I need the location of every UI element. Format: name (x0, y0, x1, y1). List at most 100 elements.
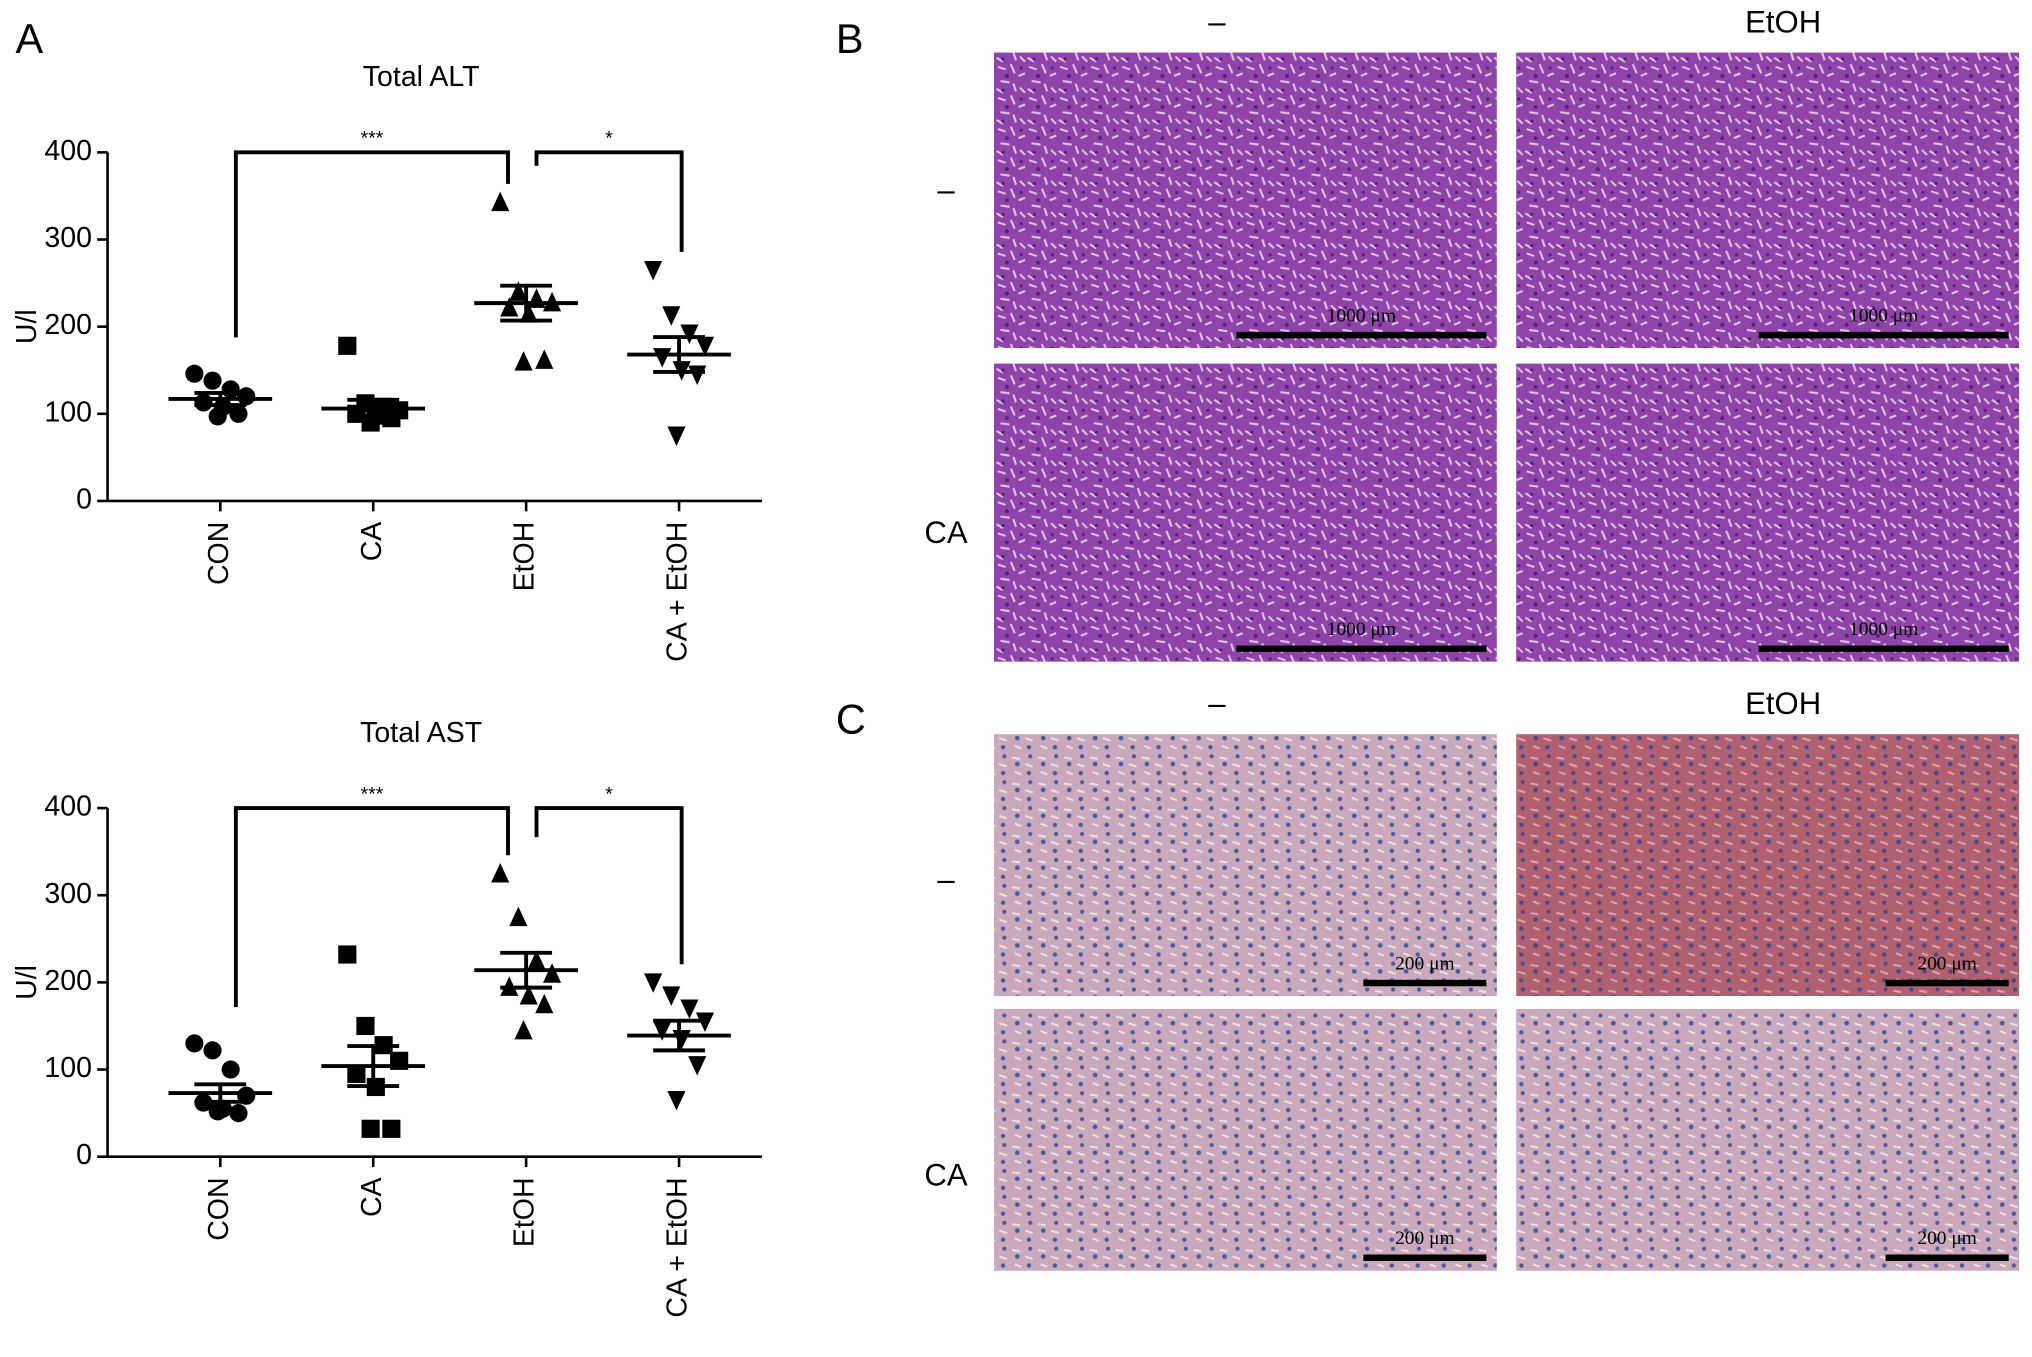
data-point (221, 380, 240, 399)
data-point (361, 1119, 380, 1138)
data-point (514, 351, 533, 371)
y-tick-label: 300 (44, 222, 92, 254)
significance-label: * (605, 783, 613, 805)
significance-bracket (233, 150, 510, 338)
data-point (653, 348, 672, 368)
data-point (688, 1056, 707, 1076)
data-point (519, 985, 538, 1005)
y-tick-label: 200 (44, 309, 92, 341)
data-point (542, 963, 562, 983)
data-point (667, 1090, 686, 1111)
scale-label: 1000 μm (1849, 305, 1918, 326)
micrograph (993, 734, 1497, 996)
data-point (356, 1016, 375, 1036)
micrograph (1516, 52, 2020, 349)
error-bar (500, 950, 553, 990)
panel-label: C (836, 696, 866, 743)
x-tick-label: CA + EtOH (662, 522, 694, 662)
y-tick-label: 0 (76, 1139, 92, 1171)
data-point (208, 407, 227, 426)
x-tick-label: CA + EtOH (662, 1177, 694, 1317)
error-bar (653, 1018, 705, 1053)
data-point (382, 1119, 401, 1138)
y-tick-label: 200 (44, 965, 92, 997)
data-point (221, 1060, 240, 1079)
data-point (491, 191, 510, 212)
y-axis-label: U/l (11, 965, 43, 1000)
data-point (203, 1041, 222, 1060)
chart-title: Total AST (360, 717, 482, 749)
x-tick-label: CON (203, 522, 235, 585)
data-point (229, 1104, 248, 1123)
error-bar (653, 335, 705, 374)
error-bar (500, 283, 553, 323)
data-point (194, 393, 213, 412)
micrograph (1516, 1008, 2020, 1271)
data-point (688, 365, 707, 385)
scale-label: 200 μm (1917, 1228, 1977, 1249)
scale-label: 200 μm (1917, 953, 1977, 974)
scale-label: 1000 μm (1849, 619, 1918, 640)
data-point (527, 950, 546, 970)
chart-title: Total ALT (363, 61, 480, 93)
row-label: – (937, 862, 955, 897)
column-label: EtOH (1745, 4, 1821, 39)
column-label: – (1208, 4, 1226, 39)
y-tick-label: 400 (44, 135, 92, 167)
row-label: CA (924, 515, 967, 550)
x-tick-label: CA (356, 1177, 388, 1217)
data-point (644, 260, 663, 281)
panel-label: A (16, 15, 44, 62)
x-tick-label: CA (356, 522, 388, 562)
data-point (203, 371, 222, 390)
x-tick-label: CON (203, 1177, 235, 1240)
x-tick-label: EtOH (509, 1177, 541, 1247)
scale-label: 200 μm (1395, 1228, 1455, 1249)
significance-label: * (605, 128, 613, 150)
data-point (338, 945, 357, 964)
panel-label: B (836, 15, 864, 62)
data-point (653, 1021, 672, 1041)
significance-bracket (534, 150, 684, 252)
data-point (347, 1064, 366, 1083)
data-point (644, 973, 663, 993)
data-point (695, 336, 715, 357)
error-bar (194, 390, 247, 408)
data-point (535, 993, 554, 1014)
data-point (509, 906, 528, 927)
error-bar (194, 1082, 247, 1104)
micrograph (1516, 734, 2020, 996)
data-point (208, 1102, 227, 1121)
error-bar (347, 397, 400, 420)
significance-label: *** (361, 128, 384, 150)
y-tick-label: 100 (44, 396, 92, 428)
significance-bracket (233, 806, 510, 1008)
data-point (535, 349, 554, 369)
row-label: CA (924, 1158, 967, 1193)
data-point (500, 297, 519, 317)
data-point (491, 863, 510, 883)
data-point (514, 1019, 533, 1040)
scale-label: 1000 μm (1327, 619, 1396, 640)
data-point (229, 404, 248, 423)
micrograph (1516, 363, 2020, 662)
column-label: EtOH (1745, 686, 1821, 721)
data-point (237, 387, 256, 406)
y-tick-label: 100 (44, 1052, 92, 1084)
data-point (680, 999, 699, 1019)
significance-label: *** (361, 783, 384, 805)
scale-label: 200 μm (1395, 953, 1455, 974)
data-point (667, 426, 686, 446)
y-axis-label: U/l (11, 309, 43, 344)
y-tick-label: 400 (44, 791, 92, 823)
significance-bracket (534, 806, 684, 965)
y-tick-label: 0 (76, 483, 92, 515)
error-bar (347, 1044, 400, 1089)
y-tick-label: 300 (44, 878, 92, 910)
column-label: – (1208, 686, 1226, 721)
data-point (338, 336, 357, 355)
data-point (680, 324, 699, 344)
row-label: – (937, 173, 955, 208)
